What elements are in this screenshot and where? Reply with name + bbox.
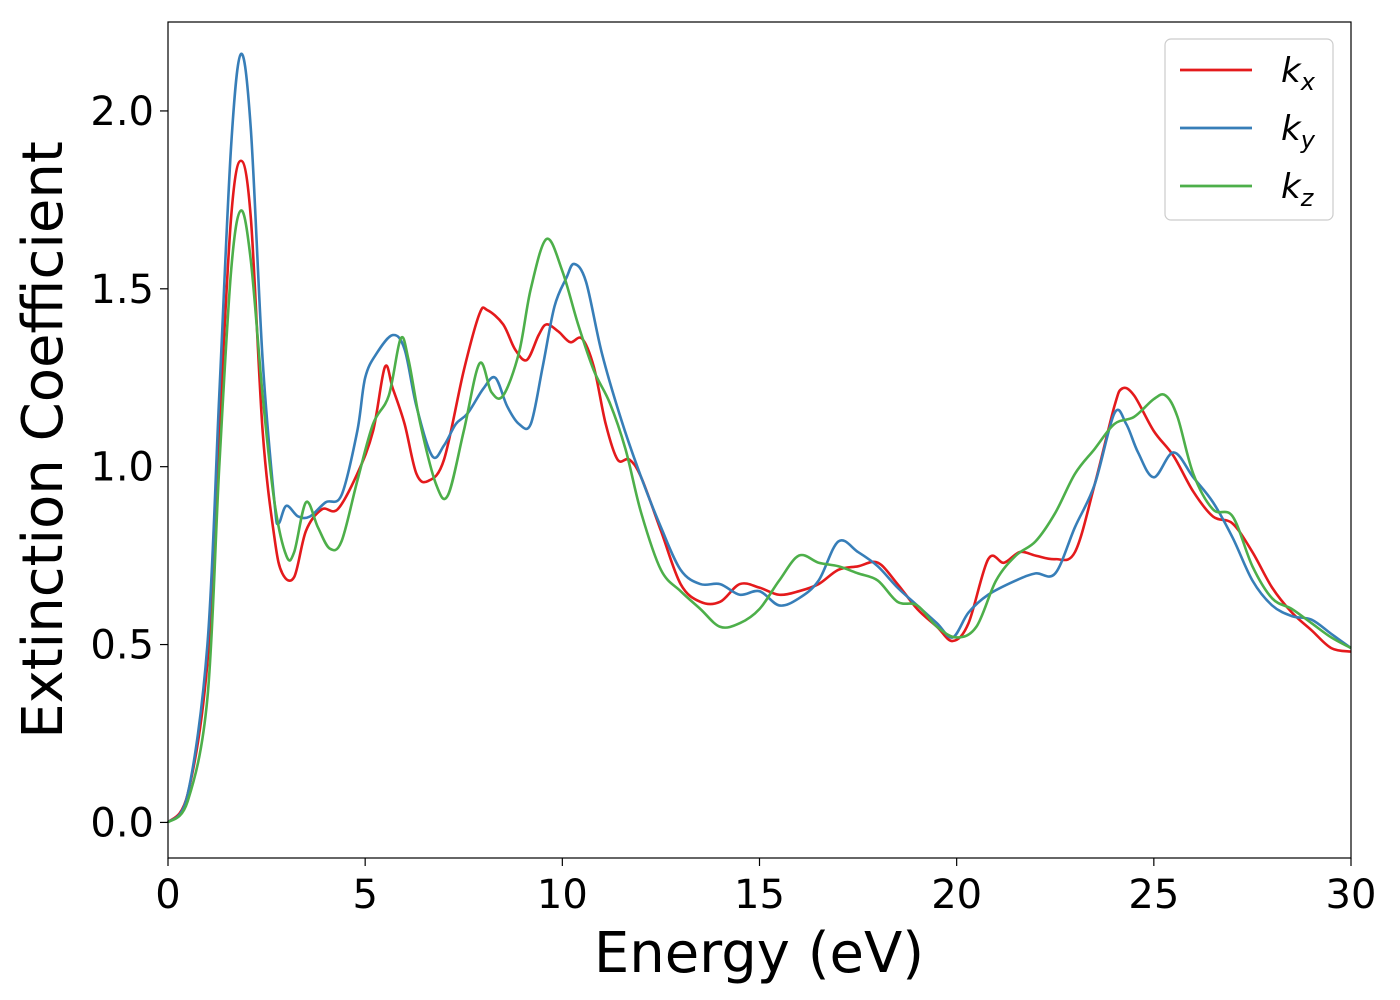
x-tick-label: 15 — [734, 872, 785, 918]
x-tick-label: 10 — [537, 872, 588, 918]
y-tick-label: 1.5 — [90, 267, 154, 313]
legend-label-y: ky — [1281, 109, 1316, 154]
legend-box — [1164, 38, 1334, 221]
y-tick-label: 0.0 — [90, 800, 154, 846]
x-tick-label: 5 — [352, 872, 377, 918]
y-tick-label: 1.0 — [90, 445, 154, 491]
legend: kx ky kz — [1164, 38, 1334, 221]
series-layer — [166, 52, 1352, 824]
x-tick-label: 0 — [155, 872, 180, 918]
x-tick-label: 30 — [1326, 872, 1377, 918]
y-axis-label: Extinction Coefficient — [11, 141, 76, 739]
series-line-y — [166, 52, 1352, 824]
y-tick-label: 0.5 — [90, 623, 154, 669]
x-axis-ticks: 0 5 10 15 20 25 30 — [155, 858, 1376, 918]
y-tick-label: 2.0 — [90, 89, 154, 135]
series-line-z — [167, 209, 1352, 824]
y-axis-ticks: 0.0 0.5 1.0 1.5 2.0 — [90, 89, 168, 846]
x-axis-label: Energy (eV) — [594, 921, 924, 986]
x-tick-label: 20 — [931, 872, 982, 918]
series-line-x — [166, 159, 1352, 824]
x-tick-label: 25 — [1128, 872, 1179, 918]
legend-label-x: kx — [1281, 51, 1316, 96]
legend-label-z: kz — [1281, 167, 1315, 212]
